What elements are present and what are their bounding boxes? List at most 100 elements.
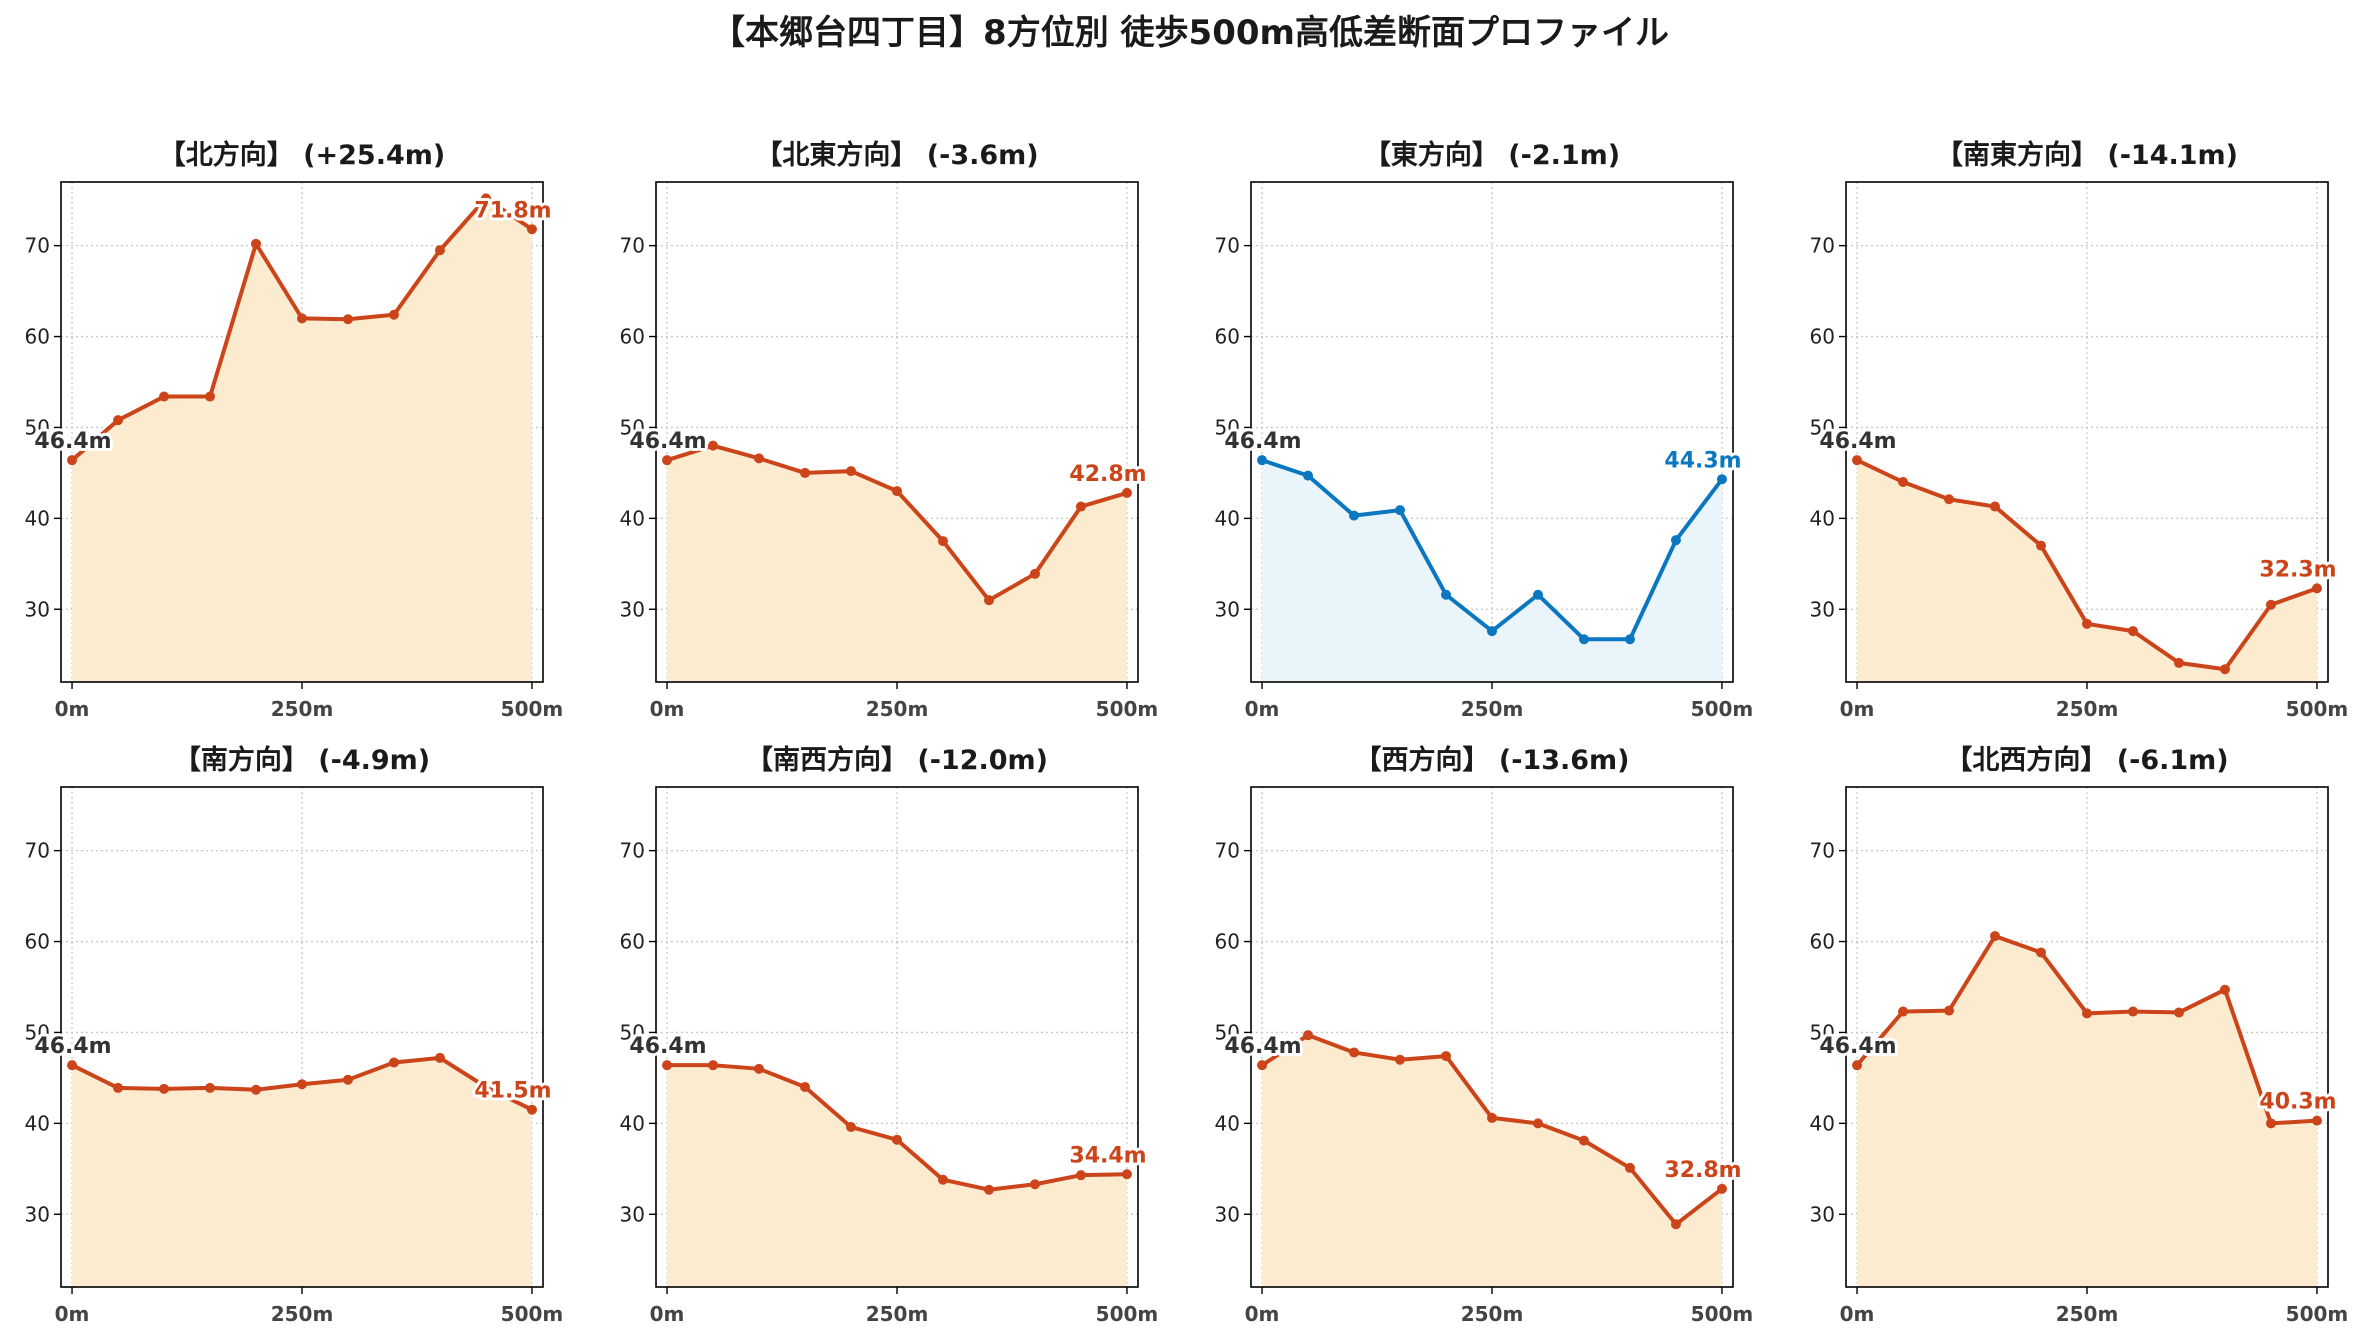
data-point [388,1057,399,1068]
data-point [2036,947,2047,958]
y-tick-label: 30 [620,1202,645,1226]
data-point [2036,540,2047,551]
data-point [159,391,170,402]
y-tick-label: 50 [25,415,50,439]
data-point [434,245,445,256]
data-point [67,455,78,466]
x-tick-label: 0m [55,1302,90,1326]
start-label: 46.4m [1224,1034,1301,1059]
y-tick-label: 30 [25,1202,50,1226]
panel-title: 【南西方向】 (-12.0m) [746,744,1048,776]
area-fill [1857,936,2317,1287]
y-tick-label: 60 [1215,930,1240,954]
data-point [662,455,673,466]
data-point [480,1082,491,1092]
start-label: 46.4m [1819,1034,1896,1059]
data-point [1349,1047,1360,1058]
y-tick-label: 50 [1810,1020,1835,1044]
data-point [434,1052,445,1063]
data-point [983,595,994,606]
y-tick-label: 60 [25,325,50,349]
x-tick-label: 0m [650,1302,685,1326]
x-tick-label: 0m [1245,697,1280,721]
data-point [205,391,216,402]
data-point [388,309,399,320]
panel-title: 【南方向】 (-4.9m) [174,744,430,776]
panel-title: 【南東方向】 (-14.1m) [1936,139,2238,171]
data-point [1257,455,1268,466]
data-point [1852,1060,1863,1071]
area-fill [667,445,1127,682]
data-point [754,1063,765,1074]
data-point [205,1082,216,1093]
y-tick-label: 40 [1215,1111,1240,1135]
panel-3: 【東方向】 (-2.1m) 30 40 50 60 70 0m 250m 500m 46.4m 44… [1215,139,1754,721]
data-point [1029,1179,1040,1190]
panel-6: 【南西方向】 (-12.0m) 30 40 50 60 70 0m 250m 500m 46.4m… [620,744,1159,1326]
data-point [1257,1060,1268,1071]
data-point [1395,1054,1406,1065]
data-point [846,466,857,477]
panel-8: 【北西方向】 (-6.1m) 30 40 50 60 70 0m 250m 500m 46.4m 4… [1810,744,2349,1326]
data-point [662,1060,673,1071]
data-point [1578,634,1589,645]
panel-title: 【東方向】 (-2.1m) [1364,139,1620,171]
data-point [1990,501,2001,512]
data-point [1075,501,1086,512]
end-label: 34.4m [1069,1143,1146,1168]
x-tick-label: 0m [55,697,90,721]
data-point [297,1079,307,1090]
data-point [480,193,491,204]
y-tick-label: 30 [25,597,50,621]
data-point [754,453,765,464]
y-tick-label: 50 [620,415,645,439]
x-tick-label: 250m [2056,697,2119,721]
end-label: 71.8m [474,198,551,223]
start-label: 46.4m [1819,429,1896,454]
data-point [1487,626,1497,637]
data-point [1075,1170,1086,1181]
data-point [159,1083,170,1094]
end-label: 41.5m [474,1079,551,1104]
x-tick-label: 500m [2286,697,2349,721]
data-point [1303,470,1314,481]
y-tick-label: 70 [1215,234,1240,258]
data-point [2127,1006,2138,1017]
y-tick-label: 60 [1810,930,1835,954]
data-point [526,224,537,235]
y-tick-label: 40 [1215,506,1240,530]
data-point [2173,1007,2184,1018]
data-point [1441,1051,1452,1062]
data-point [1944,1005,1955,1016]
data-point [526,1104,537,1115]
data-point [1121,1169,1132,1180]
data-point [2265,1118,2276,1129]
data-point [342,314,353,325]
y-tick-label: 40 [620,506,645,530]
y-tick-label: 70 [1810,234,1835,258]
data-point [708,440,719,451]
end-label: 32.3m [2259,557,2336,582]
x-tick-label: 500m [501,697,564,721]
y-tick-label: 50 [1215,1020,1240,1044]
x-tick-label: 250m [271,697,334,721]
end-label: 42.8m [1069,462,1146,487]
panel-7: 【西方向】 (-13.6m) 30 40 50 60 70 0m 250m 500m 46.4m 3… [1215,744,1754,1326]
y-tick-label: 30 [1810,1202,1835,1226]
y-tick-label: 50 [1215,415,1240,439]
panel-title: 【北東方向】 (-3.6m) [755,139,1038,171]
start-label: 46.4m [629,1034,706,1059]
x-tick-label: 0m [1840,1302,1875,1326]
data-point [2311,1115,2322,1126]
start-label: 46.4m [1224,429,1301,454]
y-tick-label: 30 [1215,597,1240,621]
data-point [1121,487,1132,498]
area-fill [1262,1035,1722,1287]
data-point [2311,583,2322,594]
y-tick-label: 30 [1215,1202,1240,1226]
data-point [1852,455,1863,466]
x-tick-label: 500m [1691,1302,1754,1326]
area-fill [72,1057,532,1287]
data-point [113,1082,124,1093]
